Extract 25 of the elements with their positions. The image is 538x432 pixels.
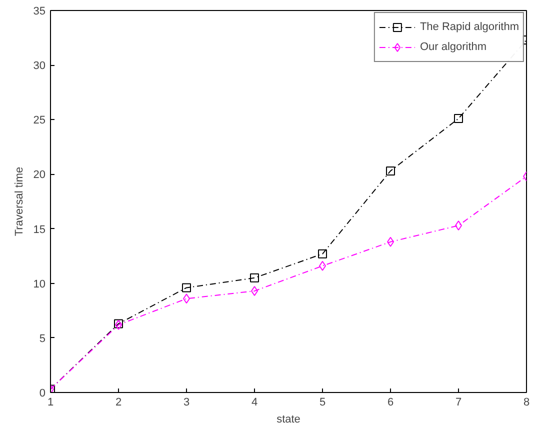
x-tick-label: 7 [455, 396, 462, 408]
point [454, 114, 463, 124]
y-tick-label: 0 [39, 388, 46, 400]
y-tick-label: 35 [33, 6, 46, 18]
x-tick-label: 2 [115, 396, 122, 408]
point [182, 283, 191, 292]
y-axis-title: Traversal time [13, 166, 26, 236]
x-tick-label: 5 [319, 396, 326, 408]
x-tick-label: 3 [183, 396, 190, 408]
legend-label: The Rapid algorithm [420, 21, 519, 33]
y-tick-label: 15 [33, 224, 46, 236]
y-tick-label: 10 [33, 278, 46, 290]
y-tick-label: 30 [33, 60, 46, 72]
point [250, 273, 259, 282]
y-tick-label: 5 [39, 332, 46, 345]
point [318, 249, 327, 258]
legend-label: Our algorithm [420, 41, 487, 53]
y-tick-label: 20 [33, 169, 46, 182]
x-axis-title: state [276, 414, 300, 426]
x-tick-label: 6 [387, 396, 394, 408]
x-tick-label: 4 [251, 396, 258, 408]
x-tick-label: 1 [47, 396, 54, 408]
point [386, 166, 395, 176]
y-tick-label: 25 [33, 114, 46, 127]
x-tick-label: 8 [523, 396, 530, 408]
